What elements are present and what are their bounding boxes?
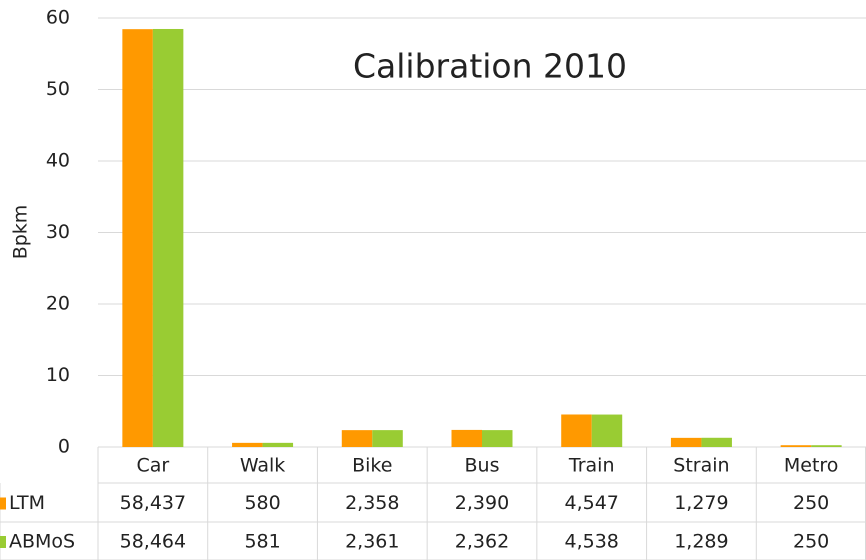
bar [561,414,592,447]
table-value: 2,361 [345,531,399,553]
y-tick-label: 30 [46,221,70,243]
bar [262,442,294,447]
y-tick-label: 50 [46,78,70,100]
table-value: 580 [244,492,280,514]
bar [451,429,482,447]
bar [152,28,184,448]
table-value: 58,464 [120,531,186,553]
x-tick-label: Bike [352,455,392,477]
table-value: 581 [244,531,280,553]
y-tick-label: 0 [58,436,70,458]
y-axis-label: Bpkm [10,205,32,260]
x-tick-label: Car [136,455,169,477]
table-value: 58,437 [120,492,186,514]
table-value: 4,538 [565,531,619,553]
bar [811,445,842,447]
table-value: 250 [793,492,829,514]
bar [232,442,263,447]
bar [591,414,623,447]
bar [780,445,812,447]
table-value: 2,390 [455,492,509,514]
table-value: 2,358 [345,492,399,514]
y-tick-label: 60 [46,7,70,29]
bar [670,437,702,447]
chart-title: Calibration 2010 [353,47,627,86]
bar [341,430,373,447]
y-tick-label: 40 [46,150,70,172]
x-tick-label: Bus [465,455,500,477]
table-value: 250 [793,531,829,553]
table-value: 4,547 [565,492,619,514]
table-value: 1,279 [674,492,728,514]
bar [482,430,513,447]
y-tick-label: 10 [46,364,70,386]
legend-label: LTM [9,492,45,514]
table-value: 2,362 [455,531,509,553]
legend-label: ABMoS [9,531,75,553]
bar [701,437,732,447]
table-value: 1,289 [674,531,728,553]
legend-swatch [0,536,6,548]
x-tick-label: Walk [240,455,286,477]
y-tick-label: 20 [46,293,70,315]
bar [372,430,403,447]
legend-swatch [0,497,6,510]
x-tick-label: Train [568,455,615,477]
bar [122,29,153,448]
x-tick-label: Strain [673,455,729,477]
x-tick-label: Metro [784,455,839,477]
